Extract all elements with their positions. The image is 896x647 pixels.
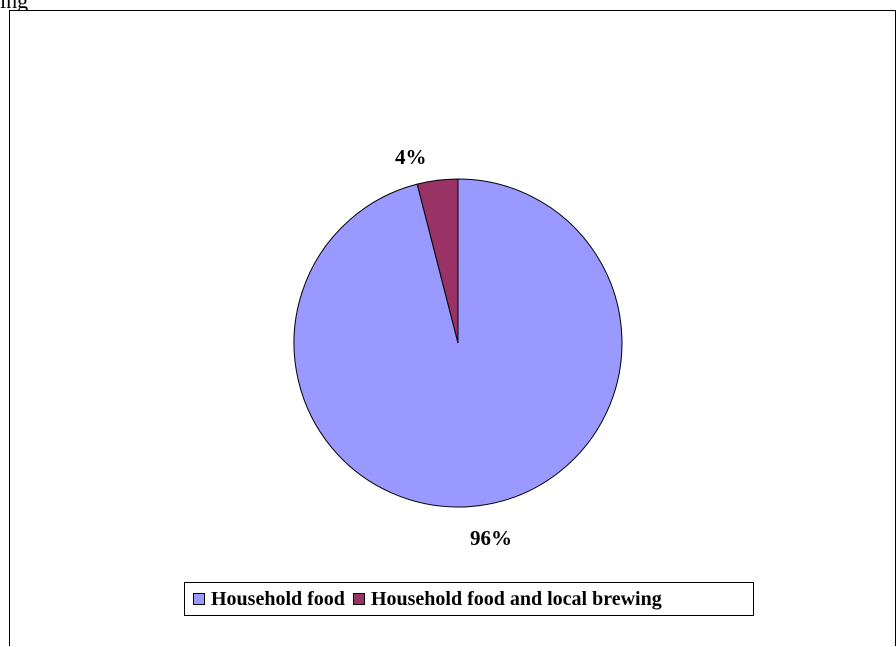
pie-chart xyxy=(293,178,623,508)
legend-item-household-food: Household food xyxy=(193,588,345,611)
legend: Household food Household food and local … xyxy=(184,582,754,616)
legend-item-household-food-and-local-brewing: Household food and local brewing xyxy=(352,587,662,611)
legend-swatch-household-food-and-local-brewing xyxy=(352,593,365,605)
legend-swatch-household-food xyxy=(193,593,205,605)
chart-area: 4% 96% Household food Household food and… xyxy=(9,10,896,646)
data-label-household-food-and-local-brewing: 4% xyxy=(395,145,427,169)
pie-slice-household-food-and-local-brewing xyxy=(416,178,459,344)
legend-label-household-food: Household food xyxy=(211,587,345,610)
cropped-caption-fragment: ing xyxy=(0,0,28,10)
data-label-household-food: 96% xyxy=(470,526,512,550)
legend-label-household-food-and-local-brewing: Household food and local brewing xyxy=(370,587,662,610)
cropped-caption-text: ing xyxy=(0,0,60,10)
